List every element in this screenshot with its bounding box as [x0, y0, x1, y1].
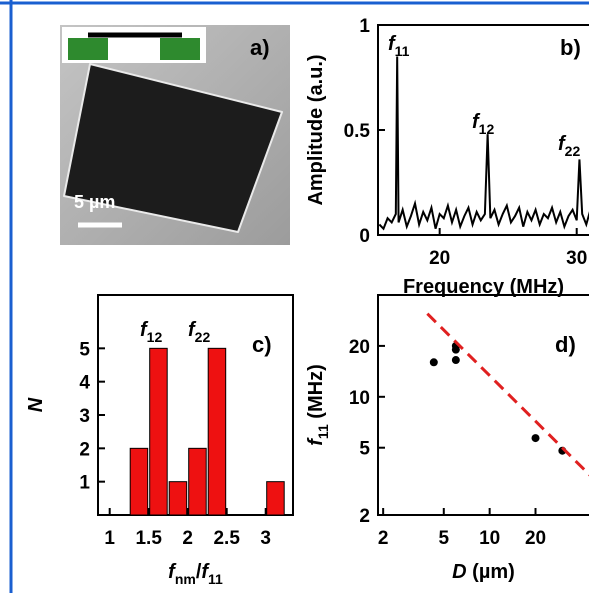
- x-axis-label: fnm/f11: [168, 561, 223, 587]
- scale-bar-label: 5 µm: [74, 192, 115, 212]
- label-part: D: [452, 561, 466, 583]
- label-part: N: [25, 397, 47, 412]
- y-tick-label: 1: [79, 473, 90, 494]
- label-part: 11: [315, 424, 331, 439]
- point: [451, 356, 460, 365]
- spectrum: [378, 56, 589, 231]
- label-part: (MHz): [305, 364, 327, 424]
- point: [531, 434, 540, 443]
- y-axis-label: f11 (MHz): [305, 364, 331, 445]
- bar: [129, 447, 149, 516]
- y-tick-label: 0: [359, 226, 370, 247]
- label-part: nm: [175, 571, 196, 587]
- point: [429, 358, 438, 367]
- fit-line: [426, 312, 589, 477]
- label-part: 11: [208, 571, 223, 587]
- label-part: Amplitude (a.u.): [305, 54, 327, 205]
- label-part: f: [558, 133, 567, 155]
- electrode: [68, 38, 108, 60]
- y-tick-label: 2: [359, 506, 370, 527]
- y-axis-label: Amplitude (a.u.): [305, 54, 327, 205]
- y-tick-label: 4: [79, 373, 90, 394]
- x-axis-label: D (µm): [452, 561, 515, 583]
- panel-label: b): [560, 35, 581, 60]
- label-part: 22: [565, 143, 581, 159]
- label-part: Frequency (MHz): [403, 276, 564, 298]
- annotation: f22: [558, 133, 580, 159]
- x-tick-label: 20: [525, 528, 546, 549]
- x-tick-label: 1.5: [135, 528, 162, 549]
- axes-frame: [377, 294, 589, 516]
- bar: [149, 347, 168, 516]
- annotation: f11: [388, 33, 410, 59]
- x-tick-label: 2.5: [213, 528, 240, 549]
- panel-label: c): [252, 332, 272, 357]
- x-tick-label: 30: [566, 248, 587, 269]
- membrane: [63, 63, 283, 233]
- label-part: f: [140, 319, 149, 341]
- label-part: 12: [479, 121, 495, 137]
- x-tick-label: 20: [429, 248, 450, 269]
- panel-label: d): [555, 332, 576, 357]
- label-part: f: [305, 437, 327, 446]
- micrograph: 5 µm a): [60, 25, 290, 245]
- x-axis-label: Frequency (MHz): [403, 276, 564, 298]
- label-part: f: [388, 33, 397, 55]
- label-part: (µm): [467, 561, 515, 583]
- y-tick-label: 5: [359, 439, 370, 460]
- x-tick-label: 3: [260, 528, 271, 549]
- annotation: f12: [140, 319, 162, 345]
- label-part: 22: [195, 329, 211, 345]
- annotation: f12: [472, 111, 494, 137]
- electrode: [160, 38, 200, 60]
- x-tick-label: 1: [104, 528, 115, 549]
- y-tick-label: 10: [349, 388, 370, 409]
- y-tick-label: 2: [79, 439, 90, 460]
- label-part: 12: [147, 329, 163, 345]
- x-tick-label: 10: [479, 528, 500, 549]
- x-tick-label: 5: [438, 528, 449, 549]
- y-tick-label: 3: [79, 406, 90, 427]
- label-part: 11: [395, 43, 410, 59]
- x-tick-label: 2: [182, 528, 193, 549]
- y-tick-label: 20: [349, 337, 370, 358]
- annotation: f22: [188, 319, 210, 345]
- label-part: /: [196, 561, 202, 583]
- bar: [188, 447, 207, 516]
- bar: [266, 481, 285, 516]
- label-part: f: [188, 319, 197, 341]
- label-part: f: [201, 561, 210, 583]
- y-tick-label: 1: [359, 16, 370, 37]
- label-part: f: [168, 561, 177, 583]
- label-part: f: [472, 111, 481, 133]
- y-tick-label: 0.5: [344, 121, 371, 142]
- x-tick-label: 2: [378, 528, 389, 549]
- panel-label: a): [250, 35, 270, 60]
- y-axis-label: N: [25, 397, 47, 412]
- y-tick-label: 5: [79, 339, 90, 360]
- bar: [168, 481, 188, 516]
- bar: [207, 347, 227, 516]
